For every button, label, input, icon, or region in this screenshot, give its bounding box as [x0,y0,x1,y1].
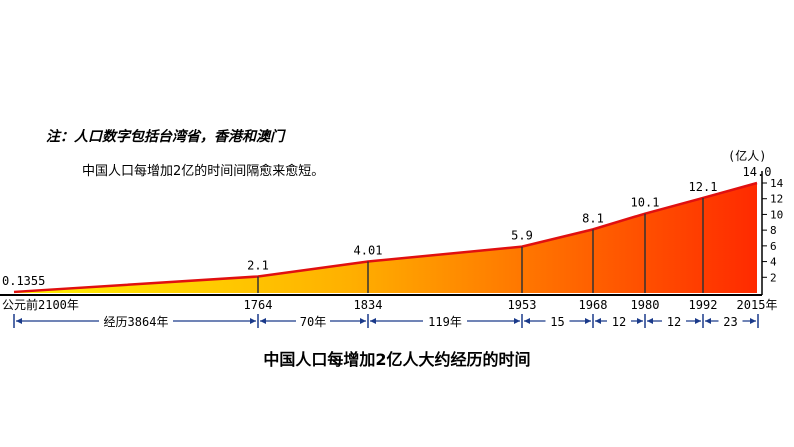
chart-note: 注：人口数字包括台湾省，香港和澳门 [46,129,284,145]
interval-label-bg [718,313,743,329]
year-label: 2015年 [737,298,778,312]
interval-label-bg [296,313,330,329]
interval-arrow-right [514,318,520,324]
interval-label: 经历3864年 [104,315,169,329]
y-tick-label: 14 [770,177,784,190]
y-tick-label: 6 [770,240,777,253]
interval-arrow-right [637,318,643,324]
interval-arrow-left [595,318,601,324]
chart-subtitle: 中国人口每增加2亿的时间间隔愈来愈短。 [82,164,325,179]
year-label: 1992 [689,298,718,312]
y-tick-label: 12 [770,193,783,206]
chart-caption: 中国人口每增加2亿人大约经历的时间 [263,350,531,369]
year-label: 1968 [579,298,608,312]
interval-label: 12 [612,315,626,329]
interval-label-bg [662,313,686,329]
interval-label: 119年 [428,315,462,329]
y-tick-label: 2 [770,271,777,284]
interval-arrow-left [370,318,376,324]
interval-arrow-left [16,318,22,324]
year-label: 1834 [354,298,383,312]
y-axis-label: (亿人) [728,148,766,163]
interval-arrow-right [250,318,256,324]
interval-arrow-left [524,318,530,324]
value-label: 4.01 [354,243,383,257]
y-tick-label: 8 [770,224,777,237]
interval-label-bg [99,313,173,329]
value-label: 12.1 [689,180,718,194]
population-line [13,181,758,294]
value-label: 2.1 [247,259,269,273]
value-label: 0.1355 [2,274,45,288]
year-label: 公元前2100年 [2,297,79,312]
interval-label: 23 [723,315,737,329]
interval-label-bg [545,313,570,329]
value-label: 5.9 [511,229,533,243]
y-tick-label: 4 [770,256,777,269]
population-area [14,183,757,293]
interval-label: 12 [667,315,681,329]
y-tick-label: 10 [770,208,783,221]
interval-arrow-left [260,318,266,324]
value-label: 8.1 [582,211,604,225]
interval-label: 70年 [300,315,326,329]
interval-arrow-right [695,318,701,324]
interval-arrow-left [647,318,653,324]
interval-arrow-right [360,318,366,324]
interval-label: 15 [550,315,564,329]
value-label: 14.0 [743,165,772,179]
interval-arrow-right [585,318,591,324]
interval-label-bg [607,313,631,329]
interval-label-bg [423,313,467,329]
interval-arrow-left [705,318,711,324]
year-label: 1764 [244,298,273,312]
year-label: 1953 [508,298,537,312]
year-label: 1980 [631,298,660,312]
value-label: 10.1 [631,196,660,210]
interval-arrow-right [750,318,756,324]
